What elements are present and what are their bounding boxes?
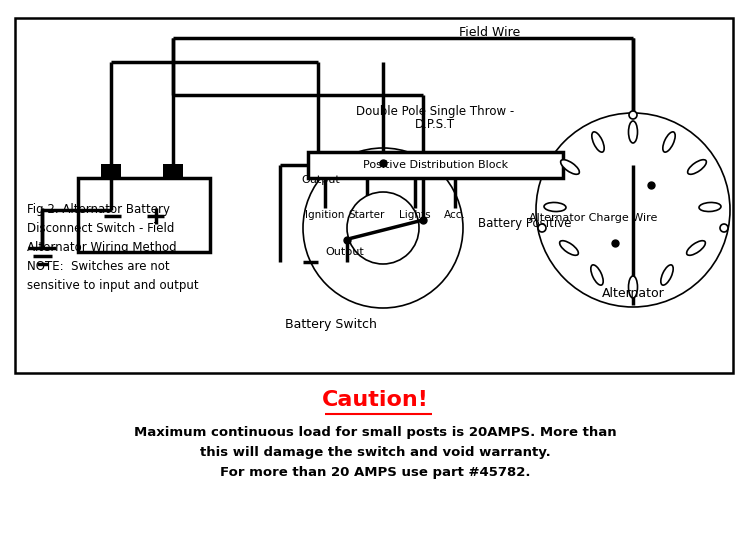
Ellipse shape — [628, 276, 638, 298]
Text: Starter: Starter — [349, 210, 386, 220]
Text: this will damage the switch and void warranty.: this will damage the switch and void war… — [200, 446, 550, 459]
Text: For more than 20 AMPS use part #45782.: For more than 20 AMPS use part #45782. — [220, 466, 530, 479]
Circle shape — [536, 113, 730, 307]
Text: Battery Positive: Battery Positive — [478, 217, 572, 229]
Text: Double Pole Single Throw -: Double Pole Single Throw - — [356, 105, 514, 118]
Ellipse shape — [687, 241, 705, 255]
Text: Field Wire: Field Wire — [459, 26, 520, 39]
Text: Lights: Lights — [399, 210, 430, 220]
Text: Caution!: Caution! — [322, 390, 428, 410]
Text: Positive Distribution Block: Positive Distribution Block — [363, 160, 508, 170]
Text: Battery Switch: Battery Switch — [285, 318, 377, 331]
Ellipse shape — [688, 160, 706, 174]
Circle shape — [720, 224, 728, 232]
Ellipse shape — [592, 132, 604, 152]
Ellipse shape — [544, 202, 566, 212]
Ellipse shape — [628, 121, 638, 143]
Circle shape — [538, 224, 546, 232]
Bar — [308, 152, 563, 178]
Bar — [101, 164, 121, 178]
Ellipse shape — [663, 132, 675, 152]
Bar — [78, 178, 210, 252]
Ellipse shape — [561, 160, 579, 174]
Ellipse shape — [699, 202, 721, 212]
Text: Output: Output — [302, 175, 340, 185]
Ellipse shape — [661, 265, 674, 285]
Ellipse shape — [591, 265, 603, 285]
Text: Ignition: Ignition — [305, 210, 345, 220]
Text: Output: Output — [326, 247, 364, 257]
Text: Maximum continuous load for small posts is 20AMPS. More than: Maximum continuous load for small posts … — [134, 426, 616, 439]
Bar — [163, 164, 183, 178]
Text: Alternator: Alternator — [602, 287, 664, 300]
Circle shape — [347, 192, 419, 264]
Text: Fig 2. Alternator Battery
Disconnect Switch - Field
Alternator Wiring Method
NOT: Fig 2. Alternator Battery Disconnect Swi… — [27, 204, 199, 293]
Bar — [15, 18, 733, 373]
Text: Alternator Charge Wire: Alternator Charge Wire — [529, 213, 657, 223]
Circle shape — [303, 148, 463, 308]
Circle shape — [629, 111, 637, 119]
Ellipse shape — [560, 241, 578, 255]
Text: Acc.: Acc. — [444, 210, 466, 220]
Text: D.P.S.T: D.P.S.T — [415, 118, 455, 131]
